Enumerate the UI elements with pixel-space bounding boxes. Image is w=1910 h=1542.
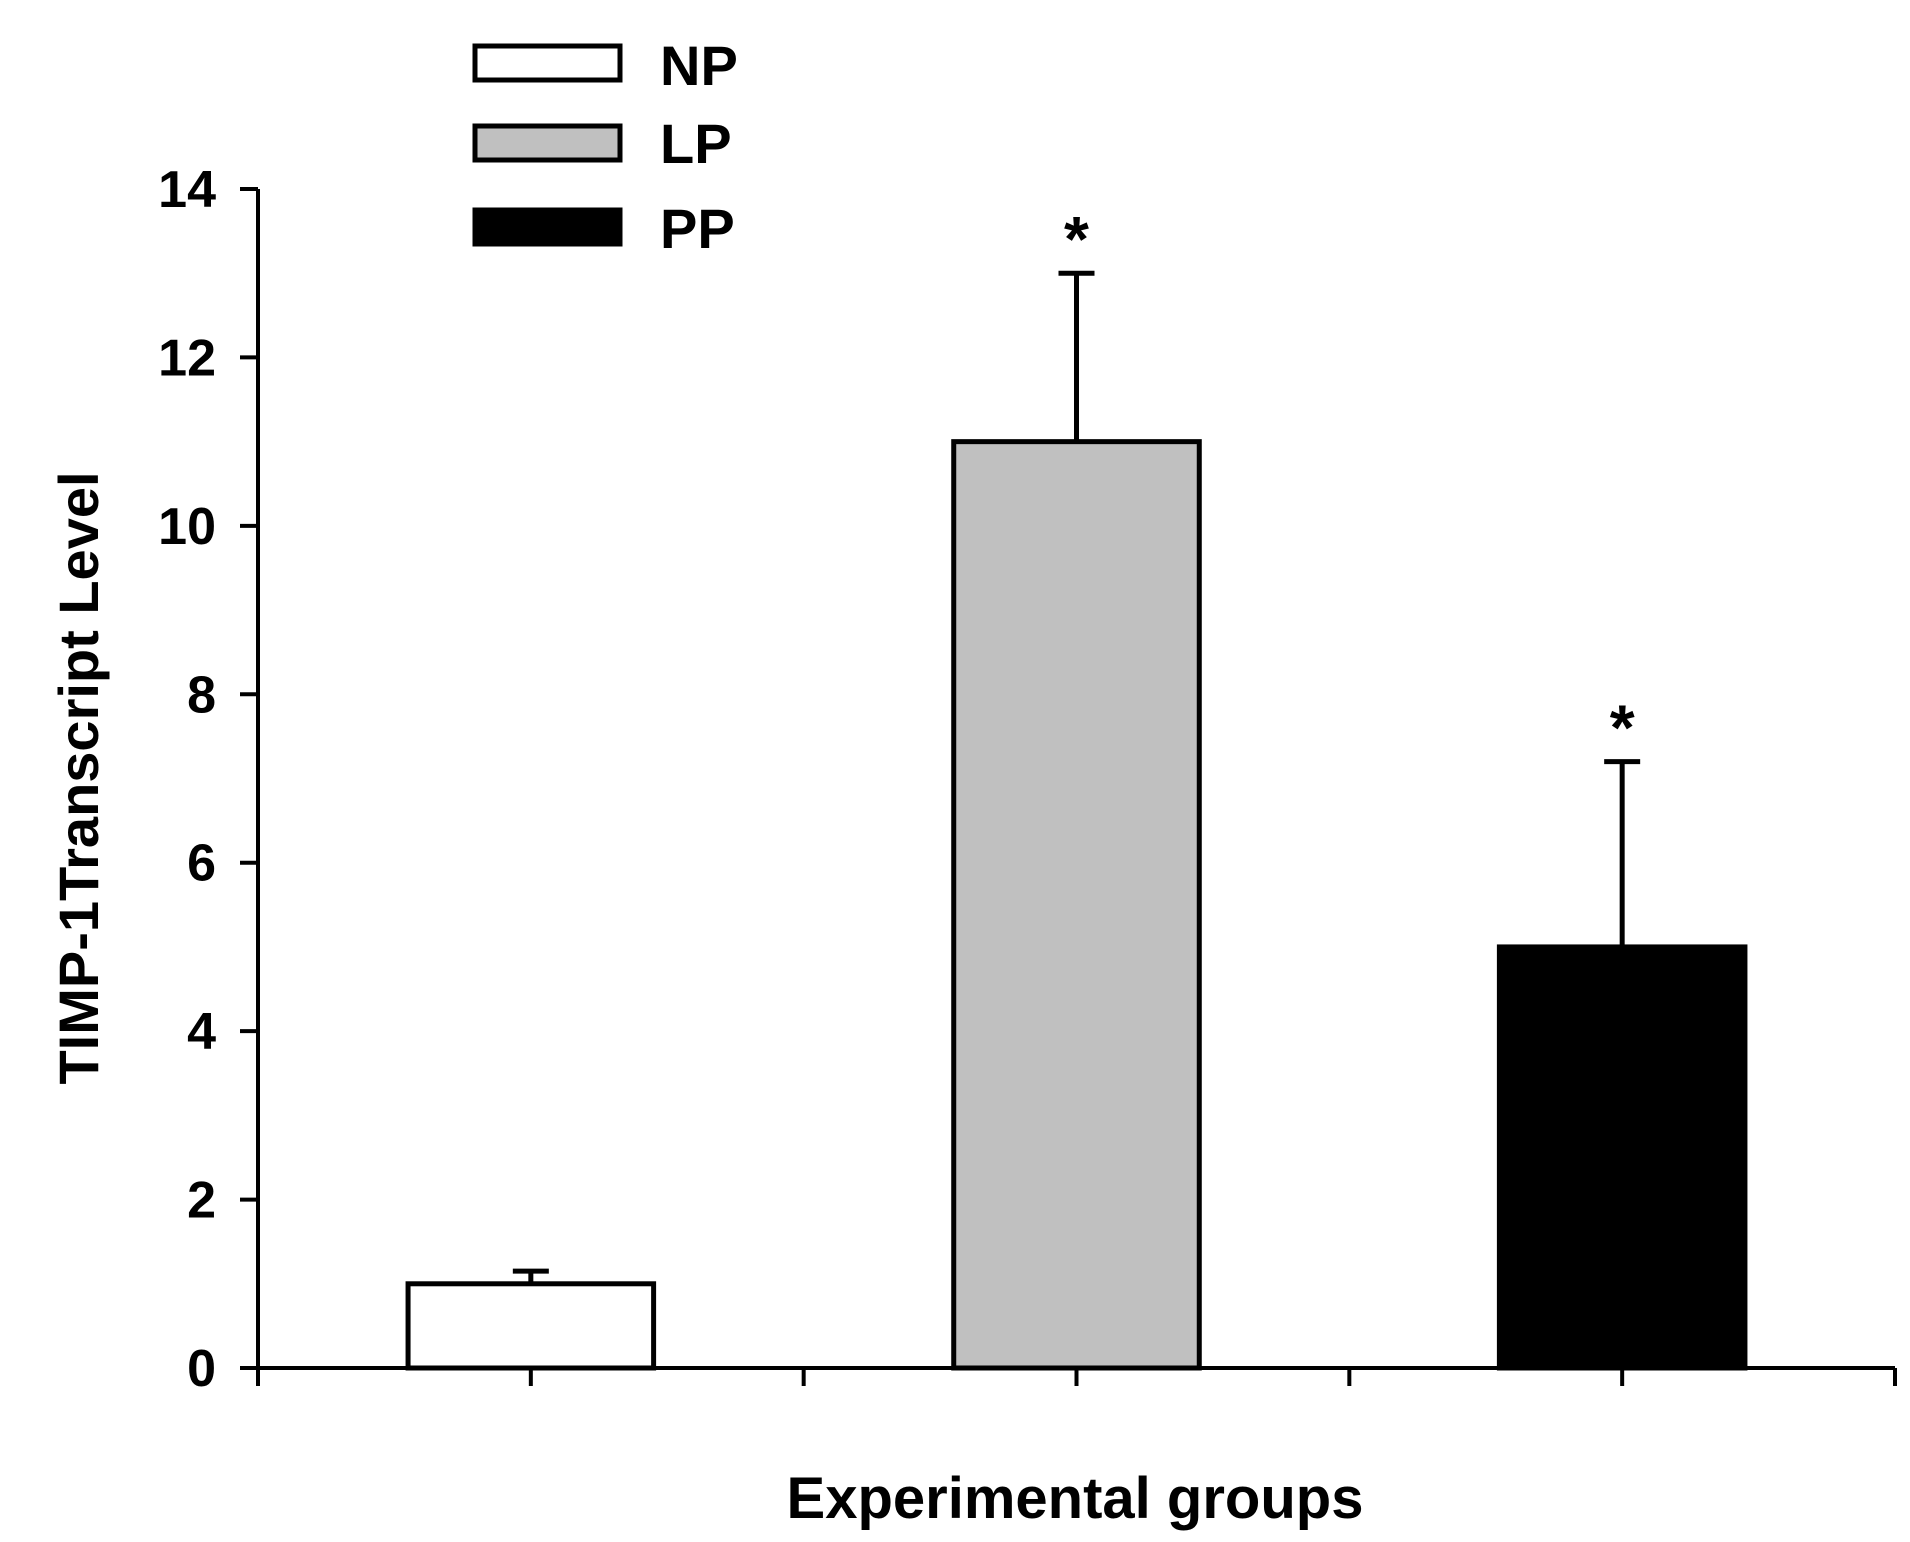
legend: NP LP PP [472,34,738,260]
legend-label-pp: PP [660,197,735,260]
y-tick-label: 0 [187,1340,216,1398]
y-tick-label: 10 [158,498,216,556]
y-tick-label: 12 [158,329,216,387]
y-tick-label: 14 [158,161,216,219]
x-axis-label: Experimental groups [787,1466,1364,1531]
y-ticks: 0 2 4 6 8 10 12 14 [158,161,258,1398]
significance-marker-lp: * [1064,203,1089,275]
bar-lp [951,439,1202,1371]
legend-swatch-pp [472,207,623,247]
y-tick-label: 2 [187,1172,216,1230]
x-ticks [256,1368,1897,1386]
legend-swatch-lp [472,123,623,163]
y-tick-label: 6 [187,835,216,893]
bars: ** [405,203,1748,1371]
y-tick-label: 8 [187,666,216,724]
bar-pp [1496,944,1748,1371]
bar-np [405,1281,657,1371]
y-tick-label: 4 [187,1003,216,1061]
legend-swatch-np [472,43,623,83]
legend-label-lp: LP [660,112,732,175]
legend-label-np: NP [660,34,738,97]
y-axis-label: TIMP-1Transcript Level [47,471,110,1084]
significance-marker-pp: * [1610,692,1635,764]
